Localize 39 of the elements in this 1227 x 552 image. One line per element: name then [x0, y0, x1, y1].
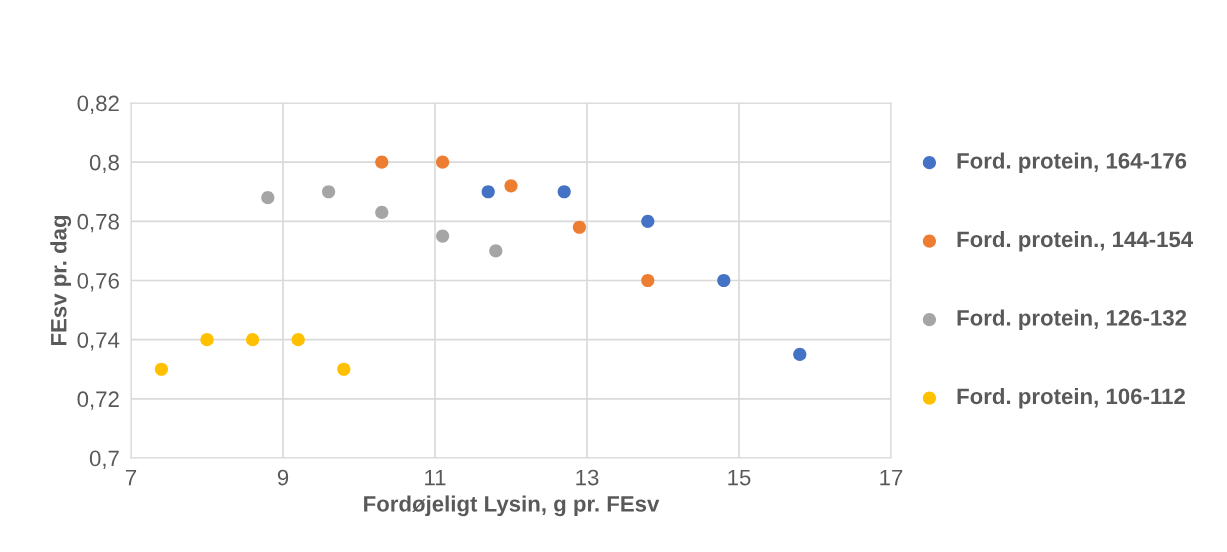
- point: [375, 155, 389, 169]
- point: [717, 273, 731, 288]
- point: [261, 191, 275, 205]
- point: [557, 185, 571, 199]
- x-tick-label: 17: [880, 469, 903, 486]
- y-tick-label: 0,72: [77, 391, 119, 410]
- point: [504, 179, 518, 193]
- legend-label: Ford. protein., 144-154: [957, 230, 1194, 252]
- y-tick-label: 0,82: [77, 95, 119, 114]
- x-tick-label: 9: [277, 469, 289, 486]
- point: [375, 205, 389, 220]
- point: [641, 273, 655, 288]
- point: [572, 220, 586, 234]
- point: [436, 229, 450, 243]
- x-tick-label: 7: [125, 469, 137, 486]
- y-tick-label: 0,78: [77, 213, 119, 233]
- x-tick-label: 13: [576, 469, 599, 486]
- x-tick-label: 11: [425, 469, 446, 486]
- y-axis-title: FEsv pr. dag: [50, 215, 72, 346]
- y-tick-label: 0,7: [89, 450, 119, 469]
- point: [322, 185, 336, 199]
- point: [489, 244, 503, 258]
- legend-label: Ford. protein, 164-176: [957, 152, 1187, 174]
- point: [436, 155, 450, 169]
- legend-label: Ford. protein, 106-112: [957, 387, 1185, 409]
- point: [481, 185, 495, 199]
- point: [291, 333, 305, 347]
- x-tick-label: 15: [728, 469, 751, 486]
- legend-label: Ford. protein, 126-132: [957, 309, 1187, 331]
- point: [337, 362, 351, 376]
- point: [641, 214, 655, 228]
- point: [793, 347, 807, 362]
- point: [200, 333, 214, 347]
- point: [246, 333, 260, 347]
- x-axis-title: Fordøjeligt Lysin, g pr. FEsv: [364, 495, 660, 517]
- y-tick-label: 0,74: [77, 332, 120, 351]
- y-tick-label: 0,76: [77, 273, 119, 292]
- y-tick-label: 0,8: [89, 154, 119, 174]
- point: [154, 362, 168, 376]
